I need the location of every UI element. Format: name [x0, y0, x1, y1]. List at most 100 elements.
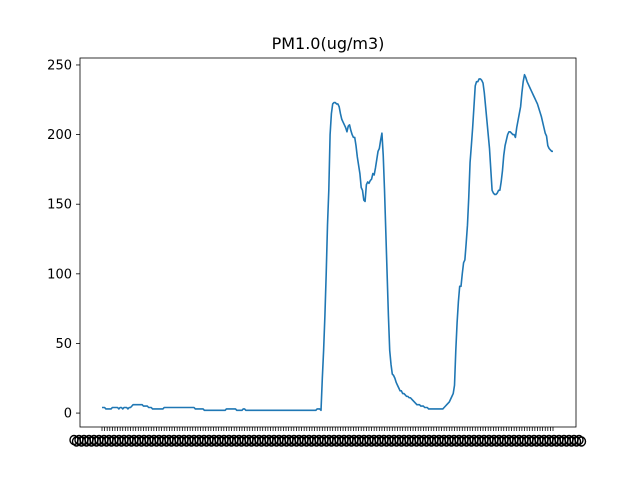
x-tick-label: [561, 436, 572, 447]
x-tick-label: [571, 436, 582, 447]
x-tick-label: [116, 436, 127, 447]
x-tick-label: [306, 436, 317, 447]
x-tick-label: [286, 436, 297, 447]
x-tick-label: [536, 436, 547, 447]
x-tick-label: [411, 436, 422, 447]
x-tick-label: [121, 436, 132, 447]
x-tick-label: [341, 436, 352, 447]
x-tick-label: [236, 436, 247, 447]
x-tick-label: [501, 436, 512, 447]
x-tick-label: [366, 436, 377, 447]
x-tick-label: [226, 436, 237, 447]
series-line-pm1: [102, 73, 553, 412]
x-tick-label: [301, 436, 312, 447]
x-tick-label: [476, 436, 487, 447]
x-tick-label: [431, 436, 442, 447]
x-tick-label: [91, 436, 102, 447]
x-tick-label: [316, 436, 327, 447]
x-tick-label: [511, 436, 522, 447]
x-tick-label: [466, 436, 477, 447]
y-tick-label: 200: [47, 128, 72, 143]
x-tick-label: [526, 436, 537, 447]
x-tick-label: [576, 436, 587, 447]
y-tick-label: 150: [47, 198, 72, 213]
x-tick-label: [296, 436, 307, 447]
y-axis: 0 50 100 150 200 250: [47, 58, 80, 422]
x-tick-label: [356, 436, 367, 447]
x-tick-label: [201, 436, 212, 447]
x-tick-label: [401, 436, 412, 447]
x-tick-label: [221, 436, 232, 447]
x-tick-label: [521, 436, 532, 447]
x-tick-label: [541, 436, 552, 447]
x-tick-label: [196, 436, 207, 447]
x-tick-label: [281, 436, 292, 447]
x-tick-label: [71, 436, 82, 447]
x-tick-label: [471, 436, 482, 447]
x-tick-label: [161, 436, 172, 447]
x-axis: [69, 427, 587, 447]
x-tick-label: [251, 436, 262, 447]
x-tick-label: [351, 436, 362, 447]
x-tick-label: [566, 436, 577, 447]
x-tick-label: [391, 436, 402, 447]
x-tick-label: [176, 436, 187, 447]
x-tick-label: [86, 436, 97, 447]
x-tick-label: [106, 436, 117, 447]
x-tick-label: [546, 436, 557, 447]
x-tick-label: [141, 436, 152, 447]
x-tick-label: [486, 436, 497, 447]
x-tick-label: [256, 436, 267, 447]
x-tick-label: [101, 436, 112, 447]
x-tick-label: [81, 436, 92, 447]
x-tick-label: [96, 436, 107, 447]
x-tick-label: [136, 436, 147, 447]
x-tick-label: [291, 436, 302, 447]
x-tick-label: [311, 436, 322, 447]
x-tick-label: [556, 436, 567, 447]
x-tick-label: [151, 436, 162, 447]
x-tick-label: [261, 436, 272, 447]
x-tick-label: [406, 436, 417, 447]
x-tick-label: [446, 436, 457, 447]
x-tick-label: [156, 436, 167, 447]
x-tick-label: [111, 436, 122, 447]
x-tick-label: [211, 436, 222, 447]
x-tick-label: [531, 436, 542, 447]
x-tick-label: [436, 436, 447, 447]
x-tick-label: [426, 436, 437, 447]
x-tick-label: [181, 436, 192, 447]
x-tick-label: [421, 436, 432, 447]
x-tick-label: [271, 436, 282, 447]
x-tick-label: [191, 436, 202, 447]
x-tick-label: [361, 436, 372, 447]
chart-title: PM1.0(ug/m3): [272, 34, 385, 53]
plot-area-frame: [79, 57, 577, 428]
x-tick-label: [126, 436, 137, 447]
x-tick-label: [216, 436, 227, 447]
y-tick-label: 250: [47, 58, 72, 73]
x-tick-label: [496, 436, 507, 447]
x-tick-label: [551, 436, 562, 447]
x-tick-label: [231, 436, 242, 447]
x-tick-label: [331, 436, 342, 447]
y-tick-label: 50: [55, 337, 72, 352]
x-tick-label: [481, 436, 492, 447]
x-tick-label: [506, 436, 517, 447]
x-tick-label: [461, 436, 472, 447]
x-tick-label: [76, 436, 87, 447]
x-tick-label: [166, 436, 177, 447]
x-tick-label: [441, 436, 452, 447]
x-tick-label: [326, 436, 337, 447]
y-tick-label: 0: [64, 407, 72, 422]
x-tick-label: [266, 436, 277, 447]
x-tick-label: [456, 436, 467, 447]
x-tick-label: [146, 436, 157, 447]
y-tick-label: 100: [47, 267, 72, 282]
x-tick-label: [241, 436, 252, 447]
x-tick-label: [246, 436, 257, 447]
x-tick-label: [186, 436, 197, 447]
x-tick-label: [206, 436, 217, 447]
